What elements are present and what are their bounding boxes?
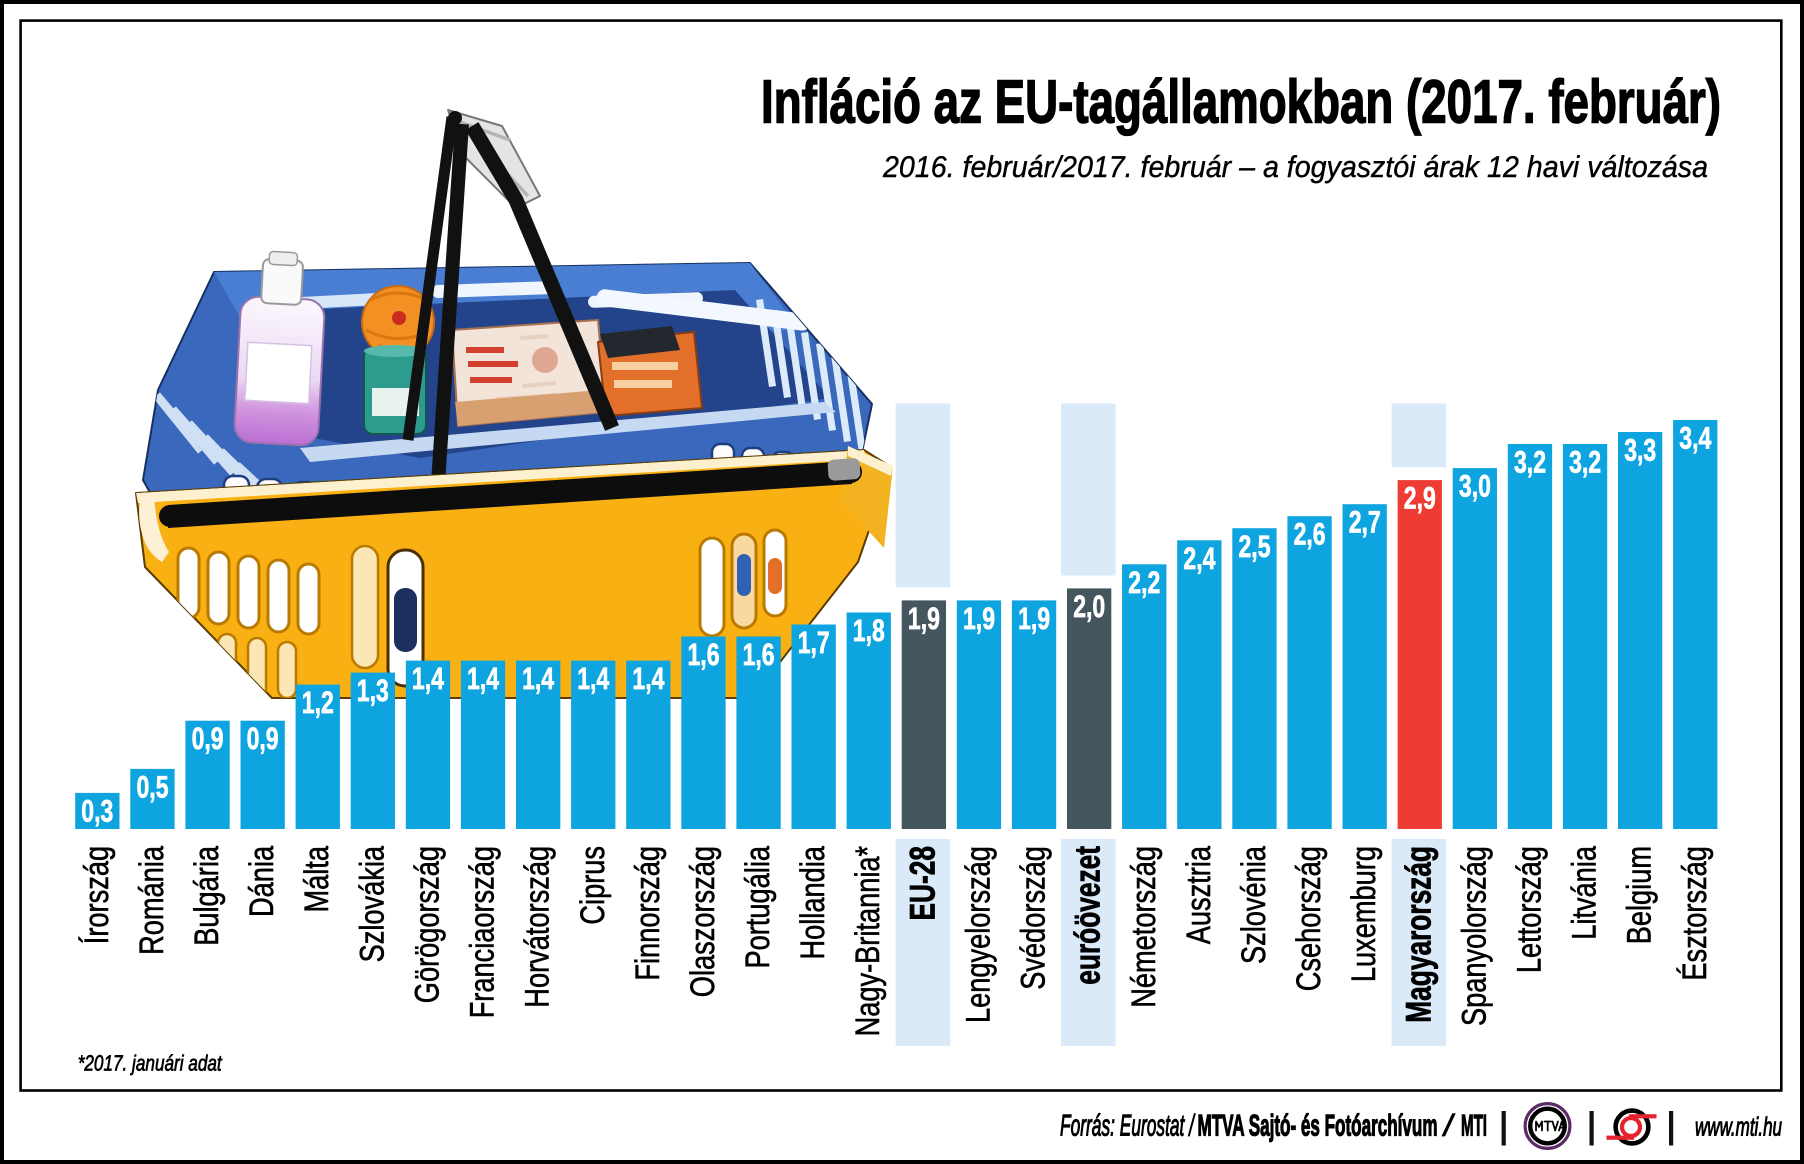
svg-text:Németország: Németország <box>1125 846 1163 1008</box>
svg-text:Finnország: Finnország <box>629 846 667 981</box>
svg-text:2,2: 2,2 <box>1128 565 1160 600</box>
svg-text:1,4: 1,4 <box>632 661 665 696</box>
svg-text:Bulgária: Bulgária <box>188 846 226 946</box>
svg-text:2,9: 2,9 <box>1404 481 1436 516</box>
svg-text:1,6: 1,6 <box>743 637 775 672</box>
svg-text:Csehország: Csehország <box>1290 846 1328 991</box>
svg-text:Hollandia: Hollandia <box>794 846 832 959</box>
svg-text:Horvátország: Horvátország <box>519 846 557 1008</box>
svg-text:0,9: 0,9 <box>247 721 279 756</box>
svg-text:Nagy-Britannia*: Nagy-Britannia* <box>849 846 887 1037</box>
svg-text:Ciprus: Ciprus <box>574 846 612 925</box>
svg-text:2,5: 2,5 <box>1239 529 1271 564</box>
svg-text:Szlovákia: Szlovákia <box>353 846 391 962</box>
svg-text:1,4: 1,4 <box>577 661 610 696</box>
svg-text:www.mti.hu: www.mti.hu <box>1695 1112 1782 1142</box>
svg-text:Görögország: Görögország <box>408 846 446 1003</box>
svg-text:1,6: 1,6 <box>688 637 720 672</box>
svg-text:Spanyolország: Spanyolország <box>1455 846 1493 1026</box>
svg-text:Olaszország: Olaszország <box>684 846 722 997</box>
svg-text:1,2: 1,2 <box>302 685 334 720</box>
svg-text:0,5: 0,5 <box>137 769 169 804</box>
svg-text:3,3: 3,3 <box>1624 433 1656 468</box>
svg-text:1,3: 1,3 <box>357 673 389 708</box>
svg-text:Forrás: Eurostat /: Forrás: Eurostat / <box>1060 1110 1196 1143</box>
svg-text:Litvánia: Litvánia <box>1566 846 1604 940</box>
svg-text:Málta: Málta <box>298 846 336 913</box>
svg-text:Magyarország: Magyarország <box>1398 846 1438 1023</box>
svg-text:2,6: 2,6 <box>1294 517 1326 552</box>
svg-text:3,4: 3,4 <box>1679 421 1712 456</box>
svg-text:3,2: 3,2 <box>1569 445 1601 480</box>
svg-text:Svédország: Svédország <box>1015 846 1053 990</box>
svg-text:Szlovénia: Szlovénia <box>1235 846 1273 964</box>
svg-text:Észtország: Észtország <box>1676 846 1714 981</box>
svg-text:Luxemburg: Luxemburg <box>1345 846 1383 982</box>
svg-text:Románia: Románia <box>133 846 171 955</box>
svg-text:Infláció az EU-tagállamokban (: Infláció az EU-tagállamokban (2017. febr… <box>761 68 1721 136</box>
svg-text:MTI: MTI <box>1461 1110 1487 1143</box>
svg-text:1,4: 1,4 <box>412 661 445 696</box>
svg-text:Belgium: Belgium <box>1621 846 1659 944</box>
svg-text:1,9: 1,9 <box>963 601 995 636</box>
svg-text:Lettország: Lettország <box>1511 846 1549 973</box>
svg-text:1,9: 1,9 <box>908 601 940 636</box>
svg-text:1,9: 1,9 <box>1018 601 1050 636</box>
svg-text:EU-28: EU-28 <box>902 846 942 921</box>
svg-text:0,3: 0,3 <box>81 793 113 828</box>
svg-text:1,8: 1,8 <box>853 613 885 648</box>
svg-text:Lengyelország: Lengyelország <box>960 846 998 1023</box>
svg-text:Dánia: Dánia <box>243 846 281 917</box>
svg-text:Franciaország: Franciaország <box>464 846 502 1018</box>
svg-text:1,4: 1,4 <box>467 661 500 696</box>
svg-text:MTVA Sajtó- és Fotóarchívum: MTVA Sajtó- és Fotóarchívum <box>1198 1110 1438 1143</box>
svg-text:/: / <box>1442 1110 1455 1143</box>
svg-text:Portugália: Portugália <box>739 846 777 969</box>
svg-text:0,9: 0,9 <box>192 721 224 756</box>
svg-text:2016. február/2017. február –: 2016. február/2017. február – a fogyaszt… <box>882 151 1708 184</box>
svg-text:1,7: 1,7 <box>798 625 830 660</box>
svg-text:Írország: Írország <box>78 846 116 944</box>
svg-text:2,0: 2,0 <box>1073 589 1105 624</box>
svg-text:3,2: 3,2 <box>1514 445 1546 480</box>
svg-text:2,4: 2,4 <box>1183 541 1216 576</box>
svg-text:*2017. januári adat: *2017. januári adat <box>78 1050 223 1075</box>
svg-text:Ausztria: Ausztria <box>1180 846 1218 944</box>
svg-text:1,4: 1,4 <box>522 661 555 696</box>
svg-text:2,7: 2,7 <box>1349 505 1381 540</box>
svg-text:3,0: 3,0 <box>1459 469 1491 504</box>
svg-text:euróövezet: euróövezet <box>1068 846 1108 985</box>
